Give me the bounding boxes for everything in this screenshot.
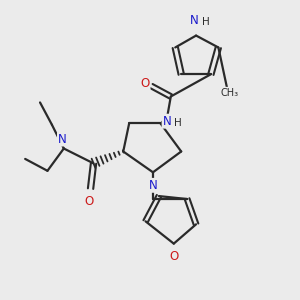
Text: H: H [174,118,182,128]
Polygon shape [160,118,167,125]
Text: CH₃: CH₃ [220,88,239,98]
Text: N: N [163,115,171,128]
Text: O: O [140,76,150,90]
Text: O: O [169,250,178,263]
Text: N: N [190,14,199,27]
Text: H: H [202,17,209,27]
Text: N: N [58,133,67,146]
Text: N: N [148,179,157,192]
Text: O: O [84,195,94,208]
